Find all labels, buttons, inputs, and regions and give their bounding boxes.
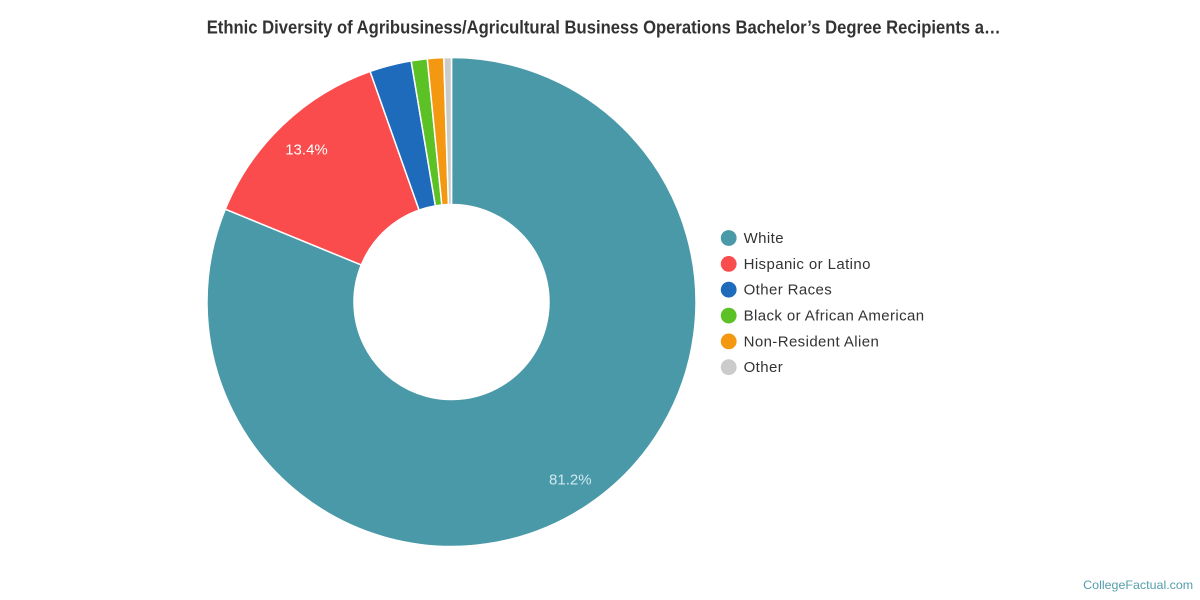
svg-text:CollegeFactual.com: CollegeFactual.com: [1083, 578, 1193, 592]
svg-text:13.4%: 13.4%: [285, 142, 328, 159]
svg-text:Hispanic or Latino: Hispanic or Latino: [744, 256, 871, 273]
svg-text:Ethnic Diversity of Agribusine: Ethnic Diversity of Agribusiness/Agricul…: [207, 18, 1001, 38]
svg-text:Other: Other: [744, 359, 784, 376]
svg-text:Non-Resident Alien: Non-Resident Alien: [744, 333, 880, 350]
svg-text:White: White: [744, 230, 784, 247]
svg-text:Other Races: Other Races: [744, 282, 833, 299]
svg-text:81.2%: 81.2%: [549, 472, 592, 489]
svg-text:Black or African American: Black or African American: [744, 308, 925, 325]
